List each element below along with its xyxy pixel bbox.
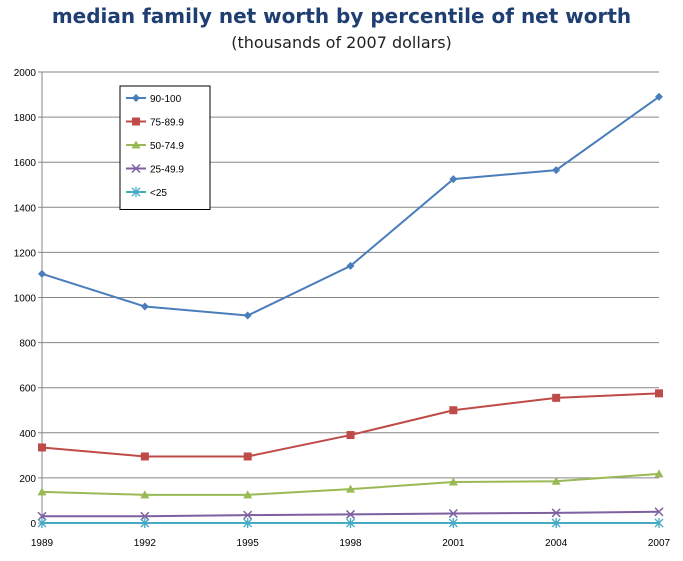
y-tick-label: 1600 xyxy=(14,158,37,169)
data-point xyxy=(346,261,355,270)
data-point xyxy=(140,302,149,311)
y-tick-label: 800 xyxy=(19,339,36,350)
data-point xyxy=(654,507,664,517)
legend-marker xyxy=(131,187,141,197)
y-tick-label: 2000 xyxy=(14,68,37,79)
data-point xyxy=(243,452,252,461)
data-point xyxy=(345,509,356,519)
y-tick-labels: 0 200 400 600 800 1000 1200 1400 1600 1800 2000 xyxy=(14,68,37,530)
y-tick-label: 1000 xyxy=(14,294,37,305)
data-point xyxy=(552,166,561,175)
data-point xyxy=(552,393,561,402)
series-25-49.9 xyxy=(37,507,664,521)
y-tick-label: 400 xyxy=(19,429,36,440)
y-tick-label: 0 xyxy=(30,519,36,530)
legend-label: 25-49.9 xyxy=(150,165,184,176)
x-tick-label: 1995 xyxy=(237,538,260,549)
series-90-100 xyxy=(38,92,663,320)
y-tick-label: 600 xyxy=(19,384,36,395)
y-tick-label: 1800 xyxy=(14,113,37,124)
data-point xyxy=(243,490,253,499)
data-point xyxy=(551,518,561,528)
series-lines xyxy=(37,92,664,528)
legend: 90-100 75-89.9 50-74.9 25-49.9 <25 xyxy=(119,85,211,210)
data-point xyxy=(37,487,47,496)
series-line xyxy=(41,392,660,458)
data-point xyxy=(655,92,663,101)
chart-subtitle: (thousands of 2007 dollars) xyxy=(231,33,452,52)
data-point xyxy=(346,518,355,528)
legend-label: 50-74.9 xyxy=(150,141,184,152)
data-point xyxy=(551,476,561,485)
data-point xyxy=(38,269,46,278)
legend-marker xyxy=(132,117,140,126)
x-tick-label: 1989 xyxy=(31,538,54,549)
y-tick-label: 200 xyxy=(19,474,36,485)
x-tick-label: 2001 xyxy=(442,538,465,549)
data-point xyxy=(654,469,664,478)
legend-marker xyxy=(132,94,140,102)
series-75-89.9 xyxy=(38,389,663,461)
data-point xyxy=(448,477,458,486)
x-tick-label: 1992 xyxy=(134,538,157,549)
data-point xyxy=(551,508,561,518)
legend-label: 75-89.9 xyxy=(150,118,184,129)
data-point xyxy=(346,484,355,493)
data-point xyxy=(243,518,253,528)
data-point xyxy=(449,406,458,415)
data-point xyxy=(140,452,149,461)
data-point xyxy=(448,508,458,519)
series-50-74.9 xyxy=(37,469,664,499)
x-tick-label: 2007 xyxy=(648,538,671,549)
x-tick-label: 1998 xyxy=(339,538,362,549)
chart-title: median family net worth by percentile of… xyxy=(51,4,632,28)
series-<25 xyxy=(37,518,664,528)
data-point xyxy=(655,389,663,398)
data-point xyxy=(140,490,150,499)
x-tick-labels: 1989 1992 1995 1998 2001 2004 2007 xyxy=(31,538,671,549)
data-point xyxy=(37,518,47,528)
data-point xyxy=(243,510,253,520)
data-point xyxy=(243,311,252,320)
data-point xyxy=(37,511,47,521)
data-point xyxy=(448,518,458,528)
legend-label: <25 xyxy=(150,188,167,199)
y-tick-label: 1200 xyxy=(14,248,37,259)
data-point xyxy=(38,443,46,452)
legend-marker xyxy=(131,163,141,174)
data-point xyxy=(140,518,150,528)
legend-marker xyxy=(131,140,141,149)
x-tick-label: 2004 xyxy=(545,538,568,549)
data-point xyxy=(346,431,355,440)
data-point xyxy=(449,175,458,184)
data-point xyxy=(654,518,664,528)
data-point xyxy=(140,511,150,521)
legend-label: 90-100 xyxy=(150,94,182,105)
y-tick-label: 1400 xyxy=(14,203,37,214)
